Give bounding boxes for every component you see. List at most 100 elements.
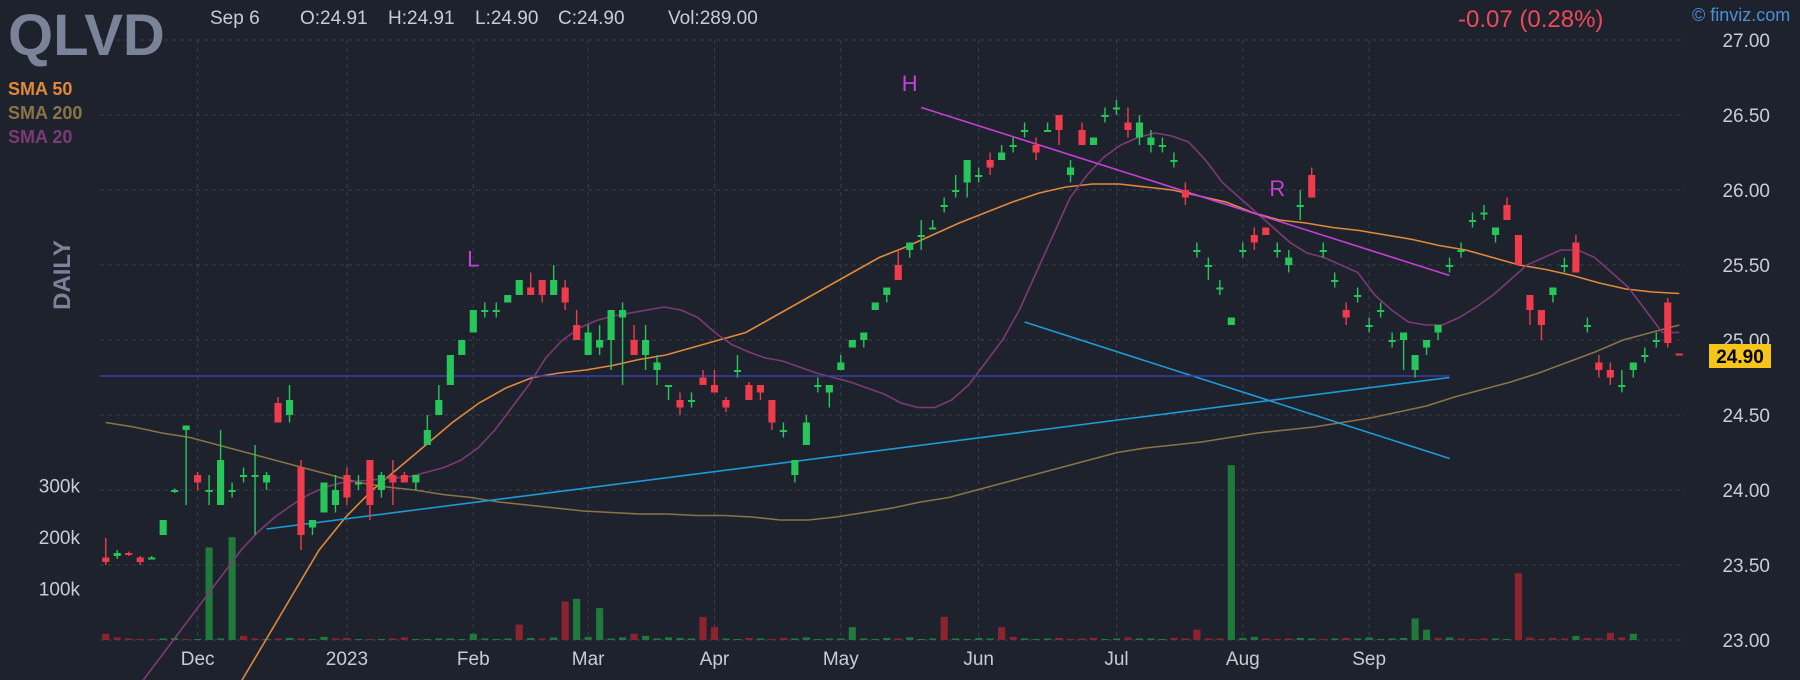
volume-bar bbox=[366, 638, 374, 640]
volume-bar bbox=[538, 638, 546, 640]
volume-bar bbox=[883, 637, 891, 640]
candle bbox=[102, 538, 110, 565]
candle bbox=[917, 220, 925, 250]
candle-body bbox=[1354, 295, 1362, 297]
volume-bar bbox=[733, 638, 742, 640]
volume-bar bbox=[320, 636, 328, 640]
candle bbox=[1595, 355, 1603, 378]
candle bbox=[308, 520, 317, 535]
candle-body bbox=[779, 430, 787, 432]
volume-bar bbox=[1537, 638, 1545, 640]
volume-bar bbox=[894, 638, 902, 640]
volume-bar bbox=[1147, 638, 1155, 640]
volume-bar bbox=[1158, 638, 1166, 640]
finviz-brand[interactable]: © finviz.com bbox=[1692, 5, 1790, 25]
candle-body bbox=[687, 400, 696, 402]
candle bbox=[1618, 370, 1626, 393]
volume-bar bbox=[527, 637, 535, 640]
candle-body bbox=[1618, 385, 1626, 387]
candle bbox=[1055, 115, 1063, 145]
candle-body bbox=[125, 553, 133, 555]
candle-body bbox=[515, 280, 523, 295]
candle bbox=[1296, 190, 1304, 220]
volume-bar bbox=[354, 638, 362, 640]
volume-bar bbox=[446, 638, 454, 640]
candle-body bbox=[423, 430, 431, 445]
candle-body bbox=[699, 377, 707, 385]
candle bbox=[1078, 122, 1086, 145]
candle-body bbox=[377, 475, 385, 490]
candle-body bbox=[584, 332, 592, 355]
candle-body bbox=[1342, 310, 1350, 318]
candle-body bbox=[883, 287, 891, 295]
pattern-label-l: L bbox=[467, 247, 479, 272]
volume-bar bbox=[412, 638, 420, 640]
candle bbox=[481, 302, 489, 318]
candle-body bbox=[1078, 130, 1086, 145]
candle-body bbox=[1331, 280, 1339, 282]
volume-bar bbox=[1445, 637, 1454, 640]
volume-bar bbox=[1503, 638, 1511, 640]
candle-body bbox=[148, 557, 156, 560]
volume-bar bbox=[1101, 638, 1109, 640]
candle bbox=[1181, 182, 1189, 205]
candle-body bbox=[1652, 340, 1660, 342]
x-tick-label: Feb bbox=[457, 649, 490, 670]
volume-bar bbox=[274, 638, 282, 640]
candle bbox=[894, 250, 902, 280]
header-close: C:24.90 bbox=[558, 8, 625, 29]
volume-bar bbox=[1491, 638, 1500, 640]
candle bbox=[228, 482, 236, 498]
candle bbox=[584, 325, 592, 355]
candle bbox=[1434, 325, 1442, 340]
candle bbox=[1572, 235, 1580, 273]
candle bbox=[504, 295, 512, 303]
candle-body bbox=[1526, 295, 1534, 310]
candle bbox=[1170, 152, 1178, 168]
candle-body bbox=[1664, 302, 1672, 343]
volume-bar bbox=[952, 638, 960, 640]
candle bbox=[1514, 235, 1523, 265]
candle-body bbox=[642, 340, 650, 355]
candle-body bbox=[1445, 265, 1454, 267]
candle-body bbox=[802, 422, 810, 445]
volume-bar bbox=[1629, 633, 1637, 640]
volume-bar bbox=[710, 627, 719, 640]
candle bbox=[1400, 332, 1408, 370]
candle-body bbox=[1112, 107, 1121, 110]
candle-body bbox=[1537, 310, 1545, 325]
candle-body bbox=[653, 362, 661, 370]
candle bbox=[883, 287, 891, 303]
candle bbox=[377, 472, 385, 498]
candle bbox=[768, 400, 776, 430]
candle bbox=[1239, 242, 1247, 258]
pattern-label-r: R bbox=[1269, 176, 1285, 201]
header-high: H:24.91 bbox=[388, 8, 455, 29]
candle-body bbox=[963, 160, 971, 183]
candle-body bbox=[458, 340, 466, 355]
candle-body bbox=[1377, 310, 1385, 312]
y-tick-label: 23.50 bbox=[1722, 556, 1770, 577]
candle bbox=[1021, 122, 1029, 138]
candle bbox=[779, 422, 787, 438]
volume-bar bbox=[1239, 637, 1247, 640]
volume-bar bbox=[1549, 637, 1557, 640]
volume-bar bbox=[1468, 638, 1477, 640]
candle-body bbox=[860, 332, 868, 340]
x-tick-label: 2023 bbox=[326, 649, 368, 670]
volume-bar bbox=[1526, 637, 1534, 640]
volume-bar bbox=[285, 637, 294, 640]
volume-bars bbox=[102, 465, 1637, 640]
candle bbox=[1043, 122, 1052, 132]
candle bbox=[1503, 197, 1511, 220]
candle-body bbox=[102, 557, 110, 562]
candle bbox=[550, 265, 558, 295]
candle bbox=[871, 302, 879, 310]
volume-bar bbox=[1331, 638, 1339, 640]
candle-body bbox=[1101, 115, 1109, 117]
volume-bar bbox=[159, 638, 167, 640]
volume-bar bbox=[331, 638, 340, 640]
volume-bar bbox=[228, 537, 236, 640]
volume-bar bbox=[1055, 637, 1063, 640]
x-tick-label: Mar bbox=[572, 649, 605, 670]
